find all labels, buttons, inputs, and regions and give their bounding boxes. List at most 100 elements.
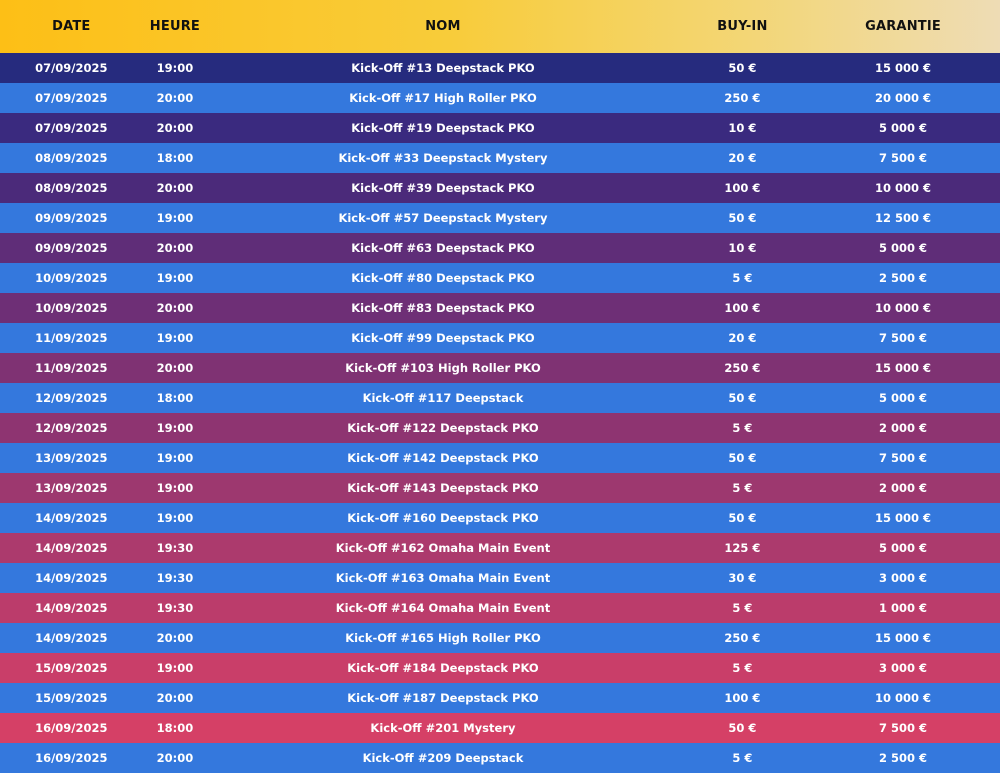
table-row: 07/09/2025 20:00 Kick-Off #19 Deepstack PK… <box>0 113 1000 143</box>
cell-heure: 19:00 <box>156 61 194 75</box>
cell-heure: 19:00 <box>156 451 194 465</box>
table-row: 13/09/2025 19:00 Kick-Off #142 Deepstack P… <box>0 443 1000 473</box>
header-date: DATE <box>52 19 91 34</box>
cell-buyin: 100 € <box>724 301 761 315</box>
cell-heure: 20:00 <box>156 751 194 765</box>
table-row: 12/09/2025 19:00 Kick-Off #122 Deepstack P… <box>0 413 1000 443</box>
cell-heure: 20:00 <box>156 91 194 105</box>
cell-heure: 19:30 <box>156 571 194 585</box>
cell-nom: Kick-Off #142 Deepstack PKO <box>347 451 539 465</box>
cell-date: 15/09/2025 <box>35 661 108 675</box>
cell-heure: 19:30 <box>156 541 194 555</box>
table-row: 14/09/2025 19:00 Kick-Off #160 Deepstack P… <box>0 503 1000 533</box>
cell-garantie: 1 000 € <box>879 601 928 615</box>
cell-garantie: 2 500 € <box>879 271 928 285</box>
cell-heure: 20:00 <box>156 181 194 195</box>
cell-nom: Kick-Off #143 Deepstack PKO <box>347 481 539 495</box>
table-row: 07/09/2025 20:00 Kick-Off #17 High Roller … <box>0 83 1000 113</box>
cell-nom: Kick-Off #99 Deepstack PKO <box>351 331 535 345</box>
cell-garantie: 15 000 € <box>875 631 932 645</box>
cell-garantie: 7 500 € <box>879 721 928 735</box>
cell-garantie: 15 000 € <box>875 61 932 75</box>
cell-heure: 20:00 <box>156 121 194 135</box>
cell-nom: Kick-Off #162 Omaha Main Event <box>335 541 551 555</box>
table-row: 08/09/2025 18:00 Kick-Off #33 Deepstack My… <box>0 143 1000 173</box>
table-row: 14/09/2025 19:30 Kick-Off #162 Omaha Main … <box>0 533 1000 563</box>
cell-nom: Kick-Off #13 Deepstack PKO <box>351 61 535 75</box>
table-row: 08/09/2025 20:00 Kick-Off #39 Deepstack PK… <box>0 173 1000 203</box>
cell-date: 08/09/2025 <box>35 181 108 195</box>
cell-date: 11/09/2025 <box>35 361 108 375</box>
cell-buyin: 5 € <box>732 661 753 675</box>
cell-nom: Kick-Off #33 Deepstack Mystery <box>338 151 548 165</box>
table-row: 09/09/2025 20:00 Kick-Off #63 Deepstack PK… <box>0 233 1000 263</box>
table-row: 15/09/2025 19:00 Kick-Off #184 Deepstack P… <box>0 653 1000 683</box>
table-row: 16/09/2025 20:00 Kick-Off #209 Deepstack 5 … <box>0 743 1000 773</box>
cell-date: 14/09/2025 <box>35 631 108 645</box>
cell-buyin: 100 € <box>724 181 761 195</box>
table-row: 12/09/2025 18:00 Kick-Off #117 Deepstack 50… <box>0 383 1000 413</box>
cell-buyin: 50 € <box>728 511 757 525</box>
cell-heure: 20:00 <box>156 241 194 255</box>
cell-nom: Kick-Off #57 Deepstack Mystery <box>338 211 548 225</box>
cell-garantie: 2 000 € <box>879 481 928 495</box>
cell-heure: 20:00 <box>156 361 194 375</box>
table-row: 10/09/2025 20:00 Kick-Off #83 Deepstack PK… <box>0 293 1000 323</box>
cell-nom: Kick-Off #19 Deepstack PKO <box>351 121 535 135</box>
cell-date: 11/09/2025 <box>35 331 108 345</box>
cell-garantie: 7 500 € <box>879 151 928 165</box>
cell-buyin: 50 € <box>728 721 757 735</box>
cell-date: 14/09/2025 <box>35 571 108 585</box>
cell-date: 14/09/2025 <box>35 541 108 555</box>
cell-buyin: 30 € <box>728 571 757 585</box>
cell-nom: Kick-Off #184 Deepstack PKO <box>347 661 539 675</box>
table-body: 07/09/2025 19:00 Kick-Off #13 Deepstack PK… <box>0 53 1000 773</box>
cell-date: 14/09/2025 <box>35 511 108 525</box>
cell-garantie: 20 000 € <box>875 91 932 105</box>
cell-nom: Kick-Off #160 Deepstack PKO <box>347 511 539 525</box>
cell-heure: 18:00 <box>156 721 194 735</box>
cell-date: 12/09/2025 <box>35 391 108 405</box>
cell-buyin: 50 € <box>728 391 757 405</box>
cell-buyin: 125 € <box>724 541 761 555</box>
table-row: 13/09/2025 19:00 Kick-Off #143 Deepstack P… <box>0 473 1000 503</box>
cell-garantie: 12 500 € <box>875 211 932 225</box>
cell-nom: Kick-Off #165 High Roller PKO <box>345 631 541 645</box>
table-row: 14/09/2025 19:30 Kick-Off #164 Omaha Main … <box>0 593 1000 623</box>
cell-heure: 18:00 <box>156 391 194 405</box>
cell-nom: Kick-Off #117 Deepstack <box>362 391 524 405</box>
cell-date: 10/09/2025 <box>35 301 108 315</box>
cell-heure: 19:00 <box>156 211 194 225</box>
header-buyin: BUY-IN <box>717 19 768 34</box>
cell-buyin: 10 € <box>728 241 757 255</box>
table-row: 07/09/2025 19:00 Kick-Off #13 Deepstack PK… <box>0 53 1000 83</box>
cell-garantie: 15 000 € <box>875 511 932 525</box>
cell-heure: 18:00 <box>156 151 194 165</box>
cell-heure: 19:30 <box>156 601 194 615</box>
header-nom: NOM <box>425 19 461 34</box>
header-heure: HEURE <box>149 19 200 34</box>
cell-buyin: 5 € <box>732 751 753 765</box>
cell-date: 07/09/2025 <box>35 121 108 135</box>
table-row: 14/09/2025 19:30 Kick-Off #163 Omaha Main … <box>0 563 1000 593</box>
cell-date: 07/09/2025 <box>35 61 108 75</box>
cell-date: 16/09/2025 <box>35 721 108 735</box>
cell-heure: 19:00 <box>156 511 194 525</box>
cell-heure: 19:00 <box>156 271 194 285</box>
cell-date: 09/09/2025 <box>35 241 108 255</box>
table-row: 10/09/2025 19:00 Kick-Off #80 Deepstack PK… <box>0 263 1000 293</box>
cell-date: 10/09/2025 <box>35 271 108 285</box>
table-row: 09/09/2025 19:00 Kick-Off #57 Deepstack My… <box>0 203 1000 233</box>
cell-heure: 19:00 <box>156 661 194 675</box>
cell-garantie: 3 000 € <box>879 571 928 585</box>
cell-buyin: 5 € <box>732 601 753 615</box>
cell-heure: 19:00 <box>156 481 194 495</box>
cell-nom: Kick-Off #80 Deepstack PKO <box>351 271 535 285</box>
cell-nom: Kick-Off #122 Deepstack PKO <box>347 421 539 435</box>
cell-heure: 19:00 <box>156 331 194 345</box>
cell-nom: Kick-Off #201 Mystery <box>370 721 516 735</box>
cell-garantie: 5 000 € <box>879 241 928 255</box>
cell-buyin: 20 € <box>728 331 757 345</box>
cell-date: 14/09/2025 <box>35 601 108 615</box>
